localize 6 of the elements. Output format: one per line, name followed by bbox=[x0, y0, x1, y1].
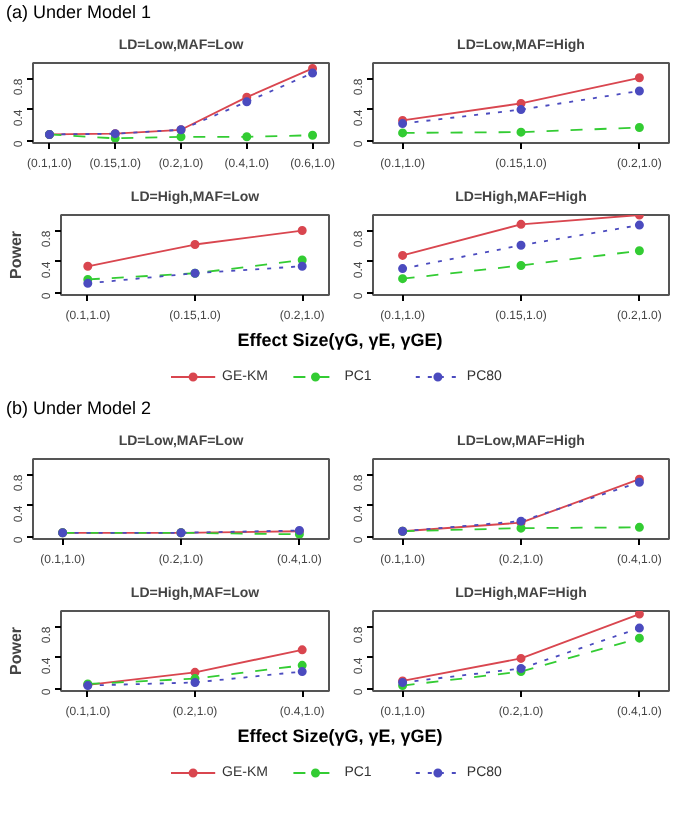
x-axis-title: Effect Size(γG, γE, γGE) bbox=[237, 724, 443, 750]
y-axis-title: Power bbox=[7, 626, 25, 676]
text: (a) Under Model 1 bbox=[6, 0, 152, 26]
y-axis-title: Power bbox=[7, 230, 25, 280]
text: (b) Under Model 2 bbox=[6, 396, 152, 422]
x-axis-title: Effect Size(γG, γE, γGE) bbox=[237, 328, 443, 354]
